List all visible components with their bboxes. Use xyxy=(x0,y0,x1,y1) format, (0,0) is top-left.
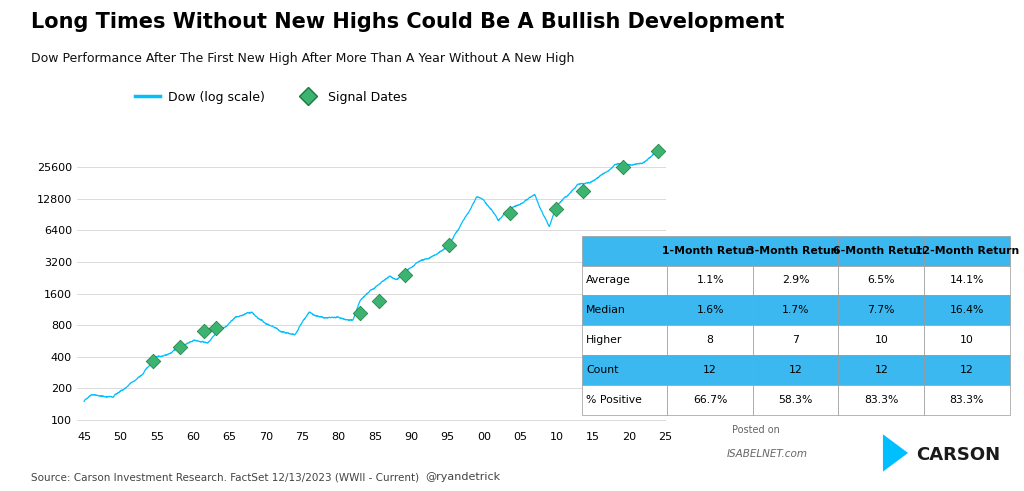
Point xyxy=(614,163,631,170)
Point xyxy=(396,271,413,279)
Point xyxy=(208,324,224,332)
Point xyxy=(649,147,666,155)
Point xyxy=(371,298,387,305)
Point xyxy=(196,327,212,335)
Point xyxy=(351,309,368,317)
Text: Long Times Without New Highs Could Be A Bullish Development: Long Times Without New Highs Could Be A … xyxy=(31,12,784,32)
Legend: Dow (log scale), Signal Dates: Dow (log scale), Signal Dates xyxy=(130,86,413,109)
Polygon shape xyxy=(883,435,908,471)
Point xyxy=(502,210,518,218)
Text: Source: Carson Investment Research. FactSet 12/13/2023 (WWII - Current): Source: Carson Investment Research. Fact… xyxy=(31,472,419,482)
Text: Posted on: Posted on xyxy=(732,425,780,435)
Text: ISABELNET.com: ISABELNET.com xyxy=(727,449,808,459)
Point xyxy=(172,344,188,352)
Point xyxy=(574,187,591,195)
Point xyxy=(548,205,564,213)
Point xyxy=(145,357,162,365)
Text: Dow Performance After The First New High After More Than A Year Without A New Hi: Dow Performance After The First New High… xyxy=(31,52,574,64)
Point xyxy=(440,241,457,248)
Text: @ryandetrick: @ryandetrick xyxy=(425,472,500,482)
Text: CARSON: CARSON xyxy=(916,446,1000,464)
